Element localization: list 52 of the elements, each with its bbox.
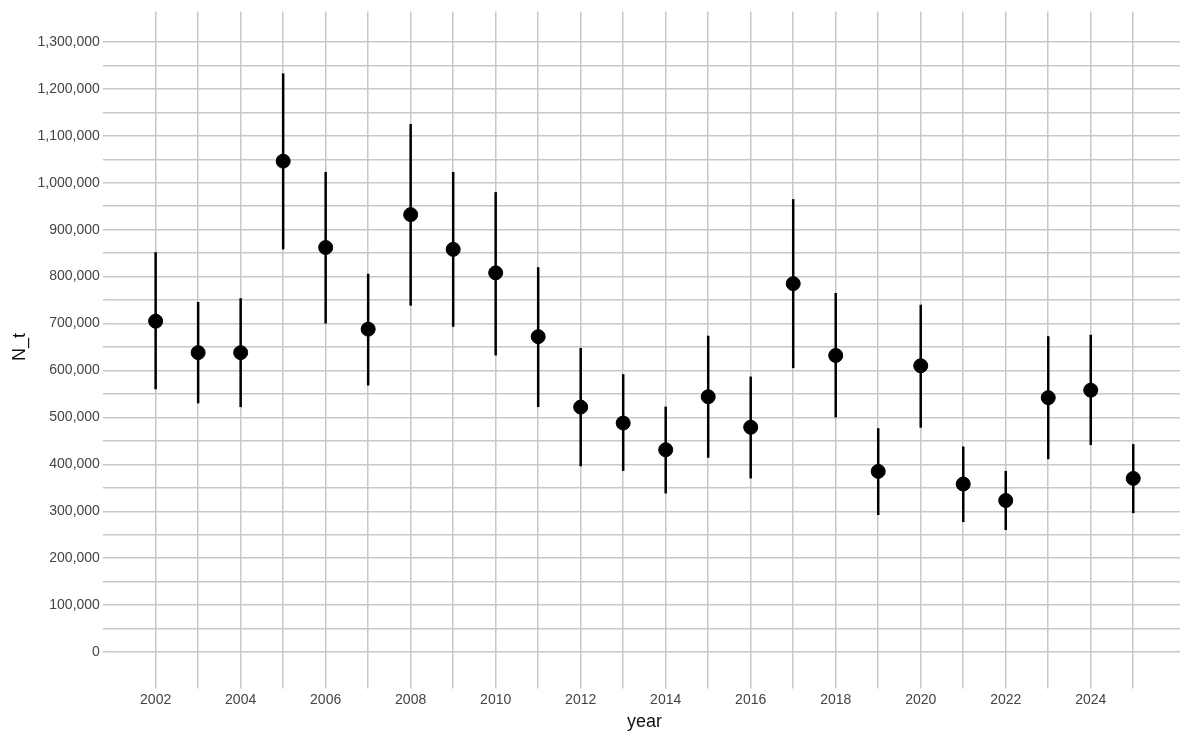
point — [700, 389, 716, 405]
x-tick-label: 2002 — [140, 690, 172, 707]
point — [190, 345, 206, 361]
y-tick-label: 100,000 — [49, 596, 101, 613]
y-tick-label: 700,000 — [49, 314, 101, 331]
y-tick-label: 1,100,000 — [37, 126, 101, 143]
x-tick-label: 2016 — [735, 690, 767, 707]
y-tick-label: 500,000 — [49, 408, 101, 425]
y-tick-label: 1,200,000 — [37, 79, 101, 96]
x-tick-label: 2024 — [1075, 690, 1107, 707]
x-tick-label: 2014 — [650, 690, 682, 707]
point — [955, 476, 971, 492]
x-tick-label: 2012 — [565, 690, 597, 707]
x-tick-label: 2004 — [225, 690, 257, 707]
y-tick-label: 800,000 — [49, 267, 101, 284]
point — [318, 239, 334, 255]
x-tick-label: 2022 — [990, 690, 1022, 707]
point — [743, 419, 759, 435]
point — [530, 329, 546, 345]
x-tick-label: 2020 — [905, 690, 937, 707]
point — [573, 399, 589, 415]
x-tick-label: 2010 — [480, 690, 512, 707]
point — [403, 207, 419, 223]
point — [360, 321, 376, 337]
point — [148, 313, 164, 329]
point — [785, 276, 801, 292]
y-tick-label: 0 — [92, 642, 101, 659]
y-tick-label: 200,000 — [49, 549, 101, 566]
point — [998, 492, 1014, 508]
x-tick-label: 2008 — [395, 690, 427, 707]
y-tick-label: 400,000 — [49, 455, 101, 472]
x-tick-label: 2006 — [310, 690, 342, 707]
point — [615, 415, 631, 431]
point — [913, 358, 929, 374]
y-axis-title: N_t — [8, 332, 30, 362]
y-tick-label: 1,000,000 — [37, 173, 101, 190]
point — [445, 241, 461, 257]
point — [658, 442, 674, 458]
point — [828, 347, 844, 363]
point — [233, 345, 249, 361]
y-tick-label: 900,000 — [49, 220, 101, 237]
point — [1083, 382, 1099, 398]
y-tick-label: 300,000 — [49, 502, 101, 519]
point — [1125, 470, 1141, 486]
x-axis-title: year — [626, 711, 662, 732]
y-tick-label: 1,300,000 — [37, 32, 101, 49]
point — [488, 265, 504, 281]
y-tick-label: 600,000 — [49, 361, 101, 378]
point — [1040, 390, 1056, 406]
point — [870, 463, 886, 479]
x-tick-label: 2018 — [820, 690, 852, 707]
point — [275, 153, 291, 169]
